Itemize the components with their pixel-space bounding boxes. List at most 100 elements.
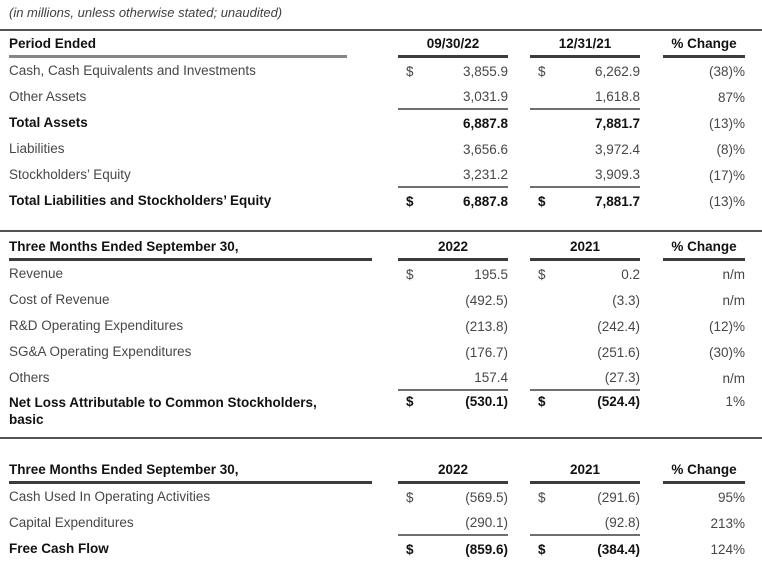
currency-symbol: $ (406, 193, 414, 209)
cell-value: 3,855.9 (462, 63, 508, 79)
column-header-current-period: 09/30/22 (398, 31, 508, 58)
table-row: R&D Operating Expenditures (213.8) (242.… (0, 313, 762, 339)
cell-value: 7,881.7 (594, 115, 640, 131)
table-row: Cash, Cash Equivalents and Investments $… (0, 58, 762, 84)
quarterly-results-section: Three Months Ended September 30, 2022 20… (0, 232, 762, 432)
pct-change-value: (8)% (716, 141, 745, 157)
pct-change-value: n/m (722, 292, 745, 308)
currency-symbol: $ (538, 541, 546, 557)
cell-value: 1,618.8 (594, 88, 640, 104)
cell-value: (291.6) (597, 489, 640, 505)
cell-value: 3,909.3 (594, 166, 640, 182)
pct-change-value: 95% (717, 489, 745, 505)
table-row: Other Assets 3,031.9 1,618.8 87% (0, 84, 762, 110)
pct-change-value: (13)% (708, 115, 745, 131)
cell-value: 3,972.4 (594, 141, 640, 157)
currency-symbol: $ (538, 193, 546, 209)
cell-value: 3,231.2 (462, 166, 508, 182)
pct-change-value: 1% (725, 394, 745, 409)
row-label-line1: Net Loss Attributable to Common Stockhol… (9, 395, 317, 410)
units-note: (in millions, unless otherwise stated; u… (9, 5, 283, 20)
cell-value: 3,031.9 (462, 88, 508, 104)
row-label: Total Liabilities and Stockholders’ Equi… (9, 193, 272, 208)
row-label: Cost of Revenue (9, 292, 110, 307)
pct-change-value: (13)% (708, 193, 745, 209)
cell-value: (492.5) (465, 292, 508, 308)
currency-symbol: $ (406, 266, 414, 282)
currency-symbol: $ (406, 394, 414, 409)
cell-value: (859.6) (465, 541, 508, 557)
table-row-total: Total Liabilities and Stockholders’ Equi… (0, 188, 762, 214)
row-label: R&D Operating Expenditures (9, 318, 184, 333)
currency-symbol: $ (406, 489, 414, 505)
table-header-row: Three Months Ended September 30, 2022 20… (0, 439, 762, 484)
cell-value: (242.4) (597, 318, 640, 334)
row-label: Net Loss Attributable to Common Stockhol… (9, 394, 398, 428)
pct-change-value: n/m (722, 370, 745, 386)
cell-value: (176.7) (465, 344, 508, 360)
column-header-prior-period: 12/31/21 (530, 31, 640, 58)
cell-value: (290.1) (465, 514, 508, 530)
column-header-2022: 2022 (398, 232, 508, 261)
section-divider (0, 437, 762, 439)
cash-flow-section: Three Months Ended September 30, 2022 20… (0, 439, 762, 562)
row-label: Cash, Cash Equivalents and Investments (9, 63, 256, 78)
row-label: Total Assets (9, 115, 88, 130)
currency-symbol: $ (538, 63, 546, 79)
table-header-row: Period Ended 09/30/22 12/31/21 % Change (0, 31, 762, 58)
row-label: Stockholders’ Equity (9, 167, 131, 182)
currency-symbol: $ (538, 266, 546, 282)
row-label: SG&A Operating Expenditures (9, 344, 192, 359)
pct-change-value: (17)% (708, 167, 745, 183)
table-row-total: Free Cash Flow $ (859.6) $ (384.4) 124% (0, 536, 762, 562)
cell-value: 0.2 (621, 266, 640, 282)
column-header-three-months: Three Months Ended September 30, (9, 232, 398, 261)
currency-symbol: $ (538, 489, 546, 505)
table-row: Revenue $195.5 $0.2 n/m (0, 261, 762, 287)
column-header-pct-change: % Change (663, 31, 745, 58)
cell-value: (524.4) (597, 394, 640, 409)
pct-change-value: n/m (722, 266, 745, 282)
table-row: Cost of Revenue (492.5) (3.3) n/m (0, 287, 762, 313)
column-header-three-months: Three Months Ended September 30, (9, 439, 398, 484)
cell-value: (251.6) (597, 344, 640, 360)
section-divider (0, 29, 762, 31)
pct-change-value: 124% (710, 541, 745, 557)
cell-value: 6,887.8 (462, 193, 508, 209)
row-label: Liabilities (9, 141, 65, 156)
balance-sheet-section: Period Ended 09/30/22 12/31/21 % Change … (0, 31, 762, 214)
cell-value: (384.4) (597, 541, 640, 557)
cell-value: (530.1) (465, 394, 508, 409)
cell-value: 3,656.6 (462, 141, 508, 157)
column-header-pct-change: % Change (663, 439, 745, 484)
cell-value: 6,887.8 (462, 115, 508, 131)
cell-value: (92.8) (604, 514, 640, 530)
table-row: Others 157.4 (27.3) n/m (0, 365, 762, 391)
currency-symbol: $ (406, 541, 414, 557)
row-label: Capital Expenditures (9, 515, 134, 530)
cell-value: 195.5 (474, 266, 508, 282)
currency-symbol: $ (406, 63, 414, 79)
cell-value: (3.3) (612, 292, 640, 308)
cell-value: 7,881.7 (594, 193, 640, 209)
pct-change-value: (12)% (708, 318, 745, 334)
pct-change-value: 87% (717, 89, 745, 105)
pct-change-value: (38)% (708, 63, 745, 79)
table-row: Liabilities 3,656.6 3,972.4 (8)% (0, 136, 762, 162)
cell-value: 157.4 (474, 369, 508, 385)
column-header-pct-change: % Change (663, 232, 745, 261)
table-row: SG&A Operating Expenditures (176.7) (251… (0, 339, 762, 365)
pct-change-value: 213% (710, 515, 745, 531)
row-label: Others (9, 370, 50, 385)
row-label-line2: basic (9, 412, 44, 427)
table-row-total: Total Assets 6,887.8 7,881.7 (13)% (0, 110, 762, 136)
row-label: Cash Used In Operating Activities (9, 489, 211, 504)
table-header-row: Three Months Ended September 30, 2022 20… (0, 232, 762, 261)
pct-change-value: (30)% (708, 344, 745, 360)
column-header-2022: 2022 (398, 439, 508, 484)
table-row: Cash Used In Operating Activities $ (569.… (0, 484, 762, 510)
row-label: Other Assets (9, 89, 87, 104)
column-header-2021: 2021 (530, 439, 640, 484)
table-row: Capital Expenditures (290.1) (92.8) 213% (0, 510, 762, 536)
